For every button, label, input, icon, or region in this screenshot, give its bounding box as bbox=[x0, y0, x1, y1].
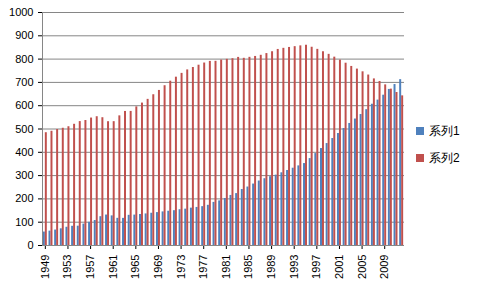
svg-text:1969: 1969 bbox=[152, 255, 164, 279]
svg-text:0: 0 bbox=[27, 239, 33, 251]
svg-text:1977: 1977 bbox=[197, 255, 209, 279]
html-text:系列1: 系列1 bbox=[429, 123, 460, 138]
svg-text:300: 300 bbox=[15, 169, 33, 181]
svg-text:1973: 1973 bbox=[175, 255, 187, 279]
svg-text:600: 600 bbox=[15, 99, 33, 111]
svg-text:2005: 2005 bbox=[356, 255, 368, 279]
svg-text:200: 200 bbox=[15, 192, 33, 204]
svg-text:2001: 2001 bbox=[333, 255, 345, 279]
svg-text:400: 400 bbox=[15, 146, 33, 158]
svg-text:1953: 1953 bbox=[61, 255, 73, 279]
svg-text:700: 700 bbox=[15, 76, 33, 88]
svg-text:1965: 1965 bbox=[129, 255, 141, 279]
svg-text:100: 100 bbox=[15, 216, 33, 228]
svg-text:1961: 1961 bbox=[107, 255, 119, 279]
svg-text:900: 900 bbox=[15, 29, 33, 41]
svg-text:2009: 2009 bbox=[378, 255, 390, 279]
svg-text:1989: 1989 bbox=[265, 255, 277, 279]
svg-text:1000: 1000 bbox=[9, 6, 33, 18]
svg-text:1997: 1997 bbox=[310, 255, 322, 279]
svg-text:1985: 1985 bbox=[242, 255, 254, 279]
svg-text:1993: 1993 bbox=[288, 255, 300, 279]
svg-text:500: 500 bbox=[15, 123, 33, 135]
svg-text:800: 800 bbox=[15, 53, 33, 65]
html-text:系列2: 系列2 bbox=[429, 150, 460, 165]
svg-text:1949: 1949 bbox=[39, 255, 51, 279]
svg-text:1957: 1957 bbox=[84, 255, 96, 279]
svg-text:1981: 1981 bbox=[220, 255, 232, 279]
